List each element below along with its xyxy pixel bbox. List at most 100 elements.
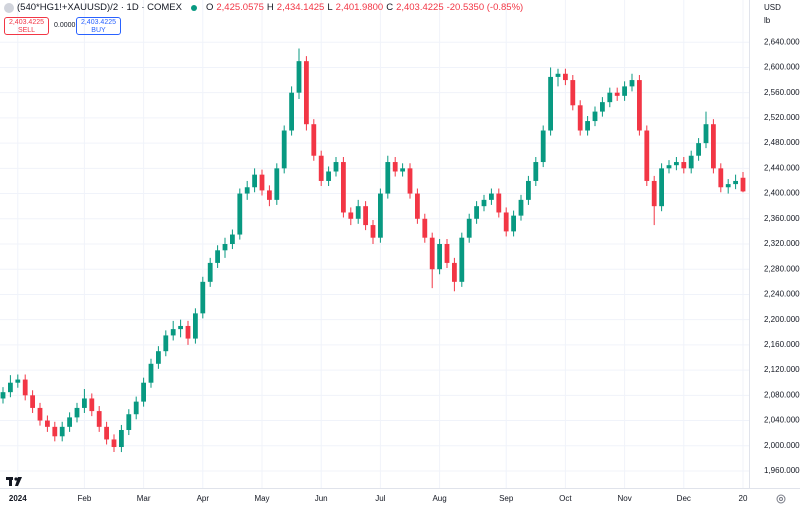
candle-body <box>392 162 398 172</box>
y-tick-label: 2,240.0000 <box>764 290 800 299</box>
y-tick-label: 2,640.0000 <box>764 37 800 46</box>
candle-body <box>526 180 531 200</box>
candle-body <box>637 80 642 131</box>
candle-body <box>348 212 354 219</box>
settings-icon[interactable] <box>776 494 786 504</box>
candle-body <box>163 335 169 352</box>
candle-body <box>267 190 272 200</box>
candle-body <box>607 92 613 103</box>
symbol: (540*HG1!+XAUUSD)/2 · 1D · COMEX <box>17 2 182 13</box>
candle-body <box>289 92 294 131</box>
candle-body <box>533 162 539 181</box>
candle-body <box>230 234 235 244</box>
buy-button[interactable]: 2,403.4225 BUY <box>76 17 121 35</box>
candle-body <box>622 86 627 96</box>
candle-body <box>200 281 206 314</box>
candle-body <box>355 206 361 219</box>
y-tick-label: 2,200.0000 <box>764 315 800 324</box>
candle-body <box>244 187 250 194</box>
candle-body <box>252 174 257 188</box>
candle-body <box>496 193 502 213</box>
high-value: 2,434.1425 <box>276 2 325 13</box>
y-tick-label: 2,280.0000 <box>764 264 800 273</box>
candle-body <box>8 382 13 393</box>
candle-body <box>696 143 701 156</box>
y-tick-label: 2,320.0000 <box>764 239 800 248</box>
y-tick-label: 2,000.0000 <box>764 441 800 450</box>
candle-body <box>296 61 302 93</box>
sell-button[interactable]: 2,403.4225 SELL <box>4 17 49 35</box>
change-value: -20.5350 (-0.85%) <box>446 2 524 13</box>
candle-body <box>30 395 35 408</box>
o-label: O <box>205 2 214 13</box>
y-tick-label: 2,480.0000 <box>764 138 800 147</box>
candle-body <box>644 130 650 181</box>
candle-body <box>666 165 672 169</box>
candle-body <box>259 174 265 191</box>
spread: 0.0000 <box>54 22 76 29</box>
candle-body <box>15 379 21 383</box>
candle-body <box>133 401 139 415</box>
candle-body <box>281 130 287 169</box>
currency-label: USD <box>764 3 781 12</box>
x-tick-label: 20 <box>739 494 748 503</box>
candle-body <box>429 237 435 270</box>
candle-body <box>415 193 420 219</box>
y-tick-label: 2,600.0000 <box>764 63 800 72</box>
candle-body <box>592 111 598 122</box>
candle-body <box>341 162 346 213</box>
candle-body <box>518 199 524 216</box>
legend-header: (540*HG1!+XAUUSD)/2 · 1D · COMEX O 2,425.… <box>4 2 523 13</box>
candle-body <box>681 162 687 169</box>
symbol-icon <box>4 2 14 13</box>
y-tick-label: 2,120.0000 <box>764 365 800 374</box>
candle-body <box>540 130 546 163</box>
candle-body <box>725 184 731 188</box>
candle-body <box>570 80 576 106</box>
close-value: 2,403.4225 <box>396 2 444 13</box>
candle-body <box>111 439 117 448</box>
candle-body <box>385 162 391 194</box>
y-tick-label: 1,960.0000 <box>764 466 800 475</box>
x-tick-label: Apr <box>197 494 210 503</box>
sell-price: 2,403.4225 <box>8 19 45 26</box>
candle-body <box>156 351 161 364</box>
candle-body <box>555 73 561 77</box>
candle-body <box>59 426 65 437</box>
candle-body <box>274 168 280 200</box>
y-tick-label: 2,080.0000 <box>764 390 800 399</box>
candle-body <box>37 407 43 421</box>
candle-body <box>688 155 694 169</box>
candle-body <box>52 426 58 437</box>
candle-body <box>563 73 568 81</box>
candle-body <box>740 177 746 192</box>
sell-label: SELL <box>17 27 36 34</box>
candle-body <box>481 199 487 207</box>
candle-body <box>141 382 146 402</box>
candle-body <box>185 325 191 339</box>
candle-body <box>378 193 383 238</box>
candle-body <box>326 171 331 181</box>
candle-body <box>466 218 472 238</box>
candle-body <box>452 262 457 282</box>
y-tick-label: 2,360.0000 <box>764 214 800 223</box>
candle-body <box>577 105 583 131</box>
low-value: 2,401.9800 <box>335 2 384 13</box>
x-tick-label: Sep <box>499 494 514 503</box>
candle-body <box>96 411 102 427</box>
l-label: L <box>327 2 333 13</box>
candle-body <box>45 420 50 427</box>
candle-body <box>311 124 317 156</box>
candle-body <box>363 206 368 226</box>
x-tick-label: Jul <box>375 494 385 503</box>
open-value: 2,425.0575 <box>216 2 264 13</box>
candle-body <box>711 124 716 169</box>
y-tick-label: 2,040.0000 <box>764 416 800 425</box>
candle-body <box>444 244 450 263</box>
candle-body <box>222 244 228 251</box>
candle-body <box>459 237 465 282</box>
candle-body <box>370 225 376 238</box>
y-tick-label: 2,440.0000 <box>764 163 800 172</box>
